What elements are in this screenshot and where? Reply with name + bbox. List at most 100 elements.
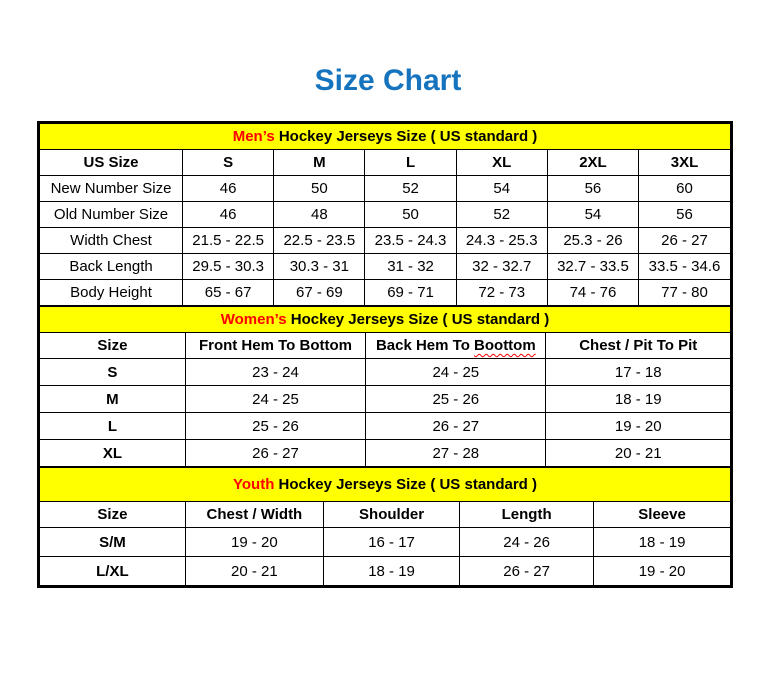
column-header-cell: Size [39, 501, 186, 528]
row-label-cell: Body Height [38, 279, 184, 306]
value-cell: 25 - 26 [365, 385, 547, 413]
column-header-cell: M [273, 149, 366, 176]
value-cell: 32 - 32.7 [455, 253, 548, 280]
value-cell: 60 [638, 175, 731, 202]
row-label-cell: S/M [39, 527, 186, 557]
youth-body: S/M 19 - 20 16 - 17 24 - 26 18 - 19 L/XL 20 - … [39, 527, 731, 586]
value-cell: 17 - 18 [545, 358, 731, 386]
value-cell: 50 [273, 175, 366, 202]
mens-head: Men’s Hockey Jerseys Size ( US standard … [38, 123, 731, 176]
column-header-text: Size [97, 506, 128, 523]
value-cell: 50 [364, 201, 457, 228]
value-cell: 74 - 76 [546, 279, 640, 306]
size-chart-tables: Men’s Hockey Jerseys Size ( US standard … [37, 121, 733, 588]
table-row: New Number Size 46 50 52 54 56 60 [38, 175, 731, 202]
column-header-cell: Size [39, 332, 186, 359]
column-header-text: S [223, 154, 234, 171]
youth-column-header-row: Size Chest / Width Shoulder Length Sleeve [39, 501, 731, 528]
column-header-cell: XL [455, 149, 548, 176]
page-title: Size Chart [314, 64, 462, 97]
column-header-cell: Length [459, 501, 595, 528]
table-row: XL 26 - 27 27 - 28 20 - 21 [39, 439, 731, 467]
value-cell: 65 - 67 [182, 279, 275, 306]
column-header-cell: US Size [38, 149, 184, 176]
womens-body: S 23 - 24 24 - 25 17 - 18 M 24 - 25 25 - 26 18 … [39, 358, 731, 467]
table-row: L 25 - 26 26 - 27 19 - 20 [39, 412, 731, 440]
column-header-cell: Chest / Width [184, 501, 324, 528]
banner-accent-text: Youth [233, 476, 275, 493]
value-cell: 24.3 - 25.3 [455, 227, 548, 254]
womens-column-header-row: Size Front Hem To Bottom Back Hem To Boott… [39, 332, 731, 359]
value-cell: 56 [638, 201, 731, 228]
table-row: S 23 - 24 24 - 25 17 - 18 [39, 358, 731, 386]
value-cell: 23.5 - 24.3 [364, 227, 457, 254]
value-cell: 27 - 28 [365, 439, 547, 467]
value-cell: 31 - 32 [364, 253, 457, 280]
womens-banner-row: Women’s Hockey Jerseys Size ( US standar… [39, 306, 731, 333]
table-row: L/XL 20 - 21 18 - 19 26 - 27 19 - 20 [39, 556, 731, 586]
value-cell: 22.5 - 23.5 [273, 227, 366, 254]
womens-head: Women’s Hockey Jerseys Size ( US standar… [39, 306, 731, 359]
column-header-cell: Sleeve [593, 501, 731, 528]
banner-rest-text: Hockey Jerseys Size ( US standard ) [286, 311, 550, 328]
womens-section-banner: Women’s Hockey Jerseys Size ( US standar… [39, 306, 731, 333]
misspelled-word: Boottom [474, 337, 536, 354]
column-header-text: Back Hem To [375, 337, 475, 354]
value-cell: 33.5 - 34.6 [638, 253, 731, 280]
value-cell: 18 - 19 [593, 527, 731, 557]
row-label-cell: L/XL [39, 556, 186, 586]
youth-size-table: Youth Hockey Jerseys Size ( US standard … [39, 467, 731, 586]
value-cell: 25.3 - 26 [546, 227, 640, 254]
row-label-cell: New Number Size [38, 175, 184, 202]
table-row: Width Chest 21.5 - 22.5 22.5 - 23.5 23.5 - … [38, 227, 731, 254]
value-cell: 25 - 26 [184, 412, 367, 440]
value-cell: 26 - 27 [184, 439, 367, 467]
value-cell: 29.5 - 30.3 [182, 253, 275, 280]
value-cell: 56 [546, 175, 640, 202]
column-header-text: Chest / Width [206, 506, 303, 523]
row-label-cell: S [39, 358, 186, 386]
value-cell: 46 [182, 201, 275, 228]
column-header-cell: Shoulder [322, 501, 461, 528]
mens-banner-row: Men’s Hockey Jerseys Size ( US standard … [39, 123, 731, 150]
column-header-cell: L [364, 149, 457, 176]
row-label-cell: Back Length [38, 253, 184, 280]
value-cell: 77 - 80 [638, 279, 731, 306]
value-cell: 26 - 27 [459, 556, 595, 586]
column-header-text: Front Hem To Bottom [198, 337, 352, 354]
value-cell: 52 [364, 175, 457, 202]
column-header-text: M [313, 154, 326, 171]
table-row: S/M 19 - 20 16 - 17 24 - 26 18 - 19 [39, 527, 731, 557]
row-label-cell: Old Number Size [38, 201, 184, 228]
table-row: M 24 - 25 25 - 26 18 - 19 [39, 385, 731, 413]
value-cell: 19 - 20 [184, 527, 324, 557]
table-row: Old Number Size 46 48 50 52 54 56 [38, 201, 731, 228]
value-cell: 24 - 25 [184, 385, 367, 413]
youth-section-banner: Youth Hockey Jerseys Size ( US standard … [39, 467, 731, 502]
mens-section-banner: Men’s Hockey Jerseys Size ( US standard … [39, 123, 731, 150]
value-cell: 52 [455, 201, 548, 228]
value-cell: 18 - 19 [545, 385, 731, 413]
value-cell: 19 - 20 [593, 556, 731, 586]
column-header-text: Size [97, 337, 128, 354]
value-cell: 19 - 20 [545, 412, 731, 440]
row-label-cell: M [39, 385, 186, 413]
value-cell: 20 - 21 [545, 439, 731, 467]
value-cell: 20 - 21 [184, 556, 324, 586]
value-cell: 72 - 73 [455, 279, 548, 306]
row-label-cell: XL [39, 439, 186, 467]
banner-accent-text: Women’s [220, 311, 287, 328]
value-cell: 54 [546, 201, 640, 228]
column-header-cell: 2XL [546, 149, 640, 176]
womens-size-table: Women’s Hockey Jerseys Size ( US standar… [39, 306, 731, 467]
column-header-cell: Chest / Pit To Pit [545, 332, 731, 359]
value-cell: 24 - 25 [365, 358, 547, 386]
column-header-text: 2XL [579, 154, 607, 171]
column-header-text: Chest / Pit To Pit [579, 337, 698, 354]
value-cell: 54 [455, 175, 548, 202]
row-label-cell: L [39, 412, 186, 440]
value-cell: 26 - 27 [365, 412, 547, 440]
youth-banner-row: Youth Hockey Jerseys Size ( US standard … [39, 467, 731, 502]
banner-rest-text: Hockey Jerseys Size ( US standard ) [274, 128, 538, 145]
table-row: Back Length 29.5 - 30.3 30.3 - 31 31 - 32 32… [38, 253, 731, 280]
